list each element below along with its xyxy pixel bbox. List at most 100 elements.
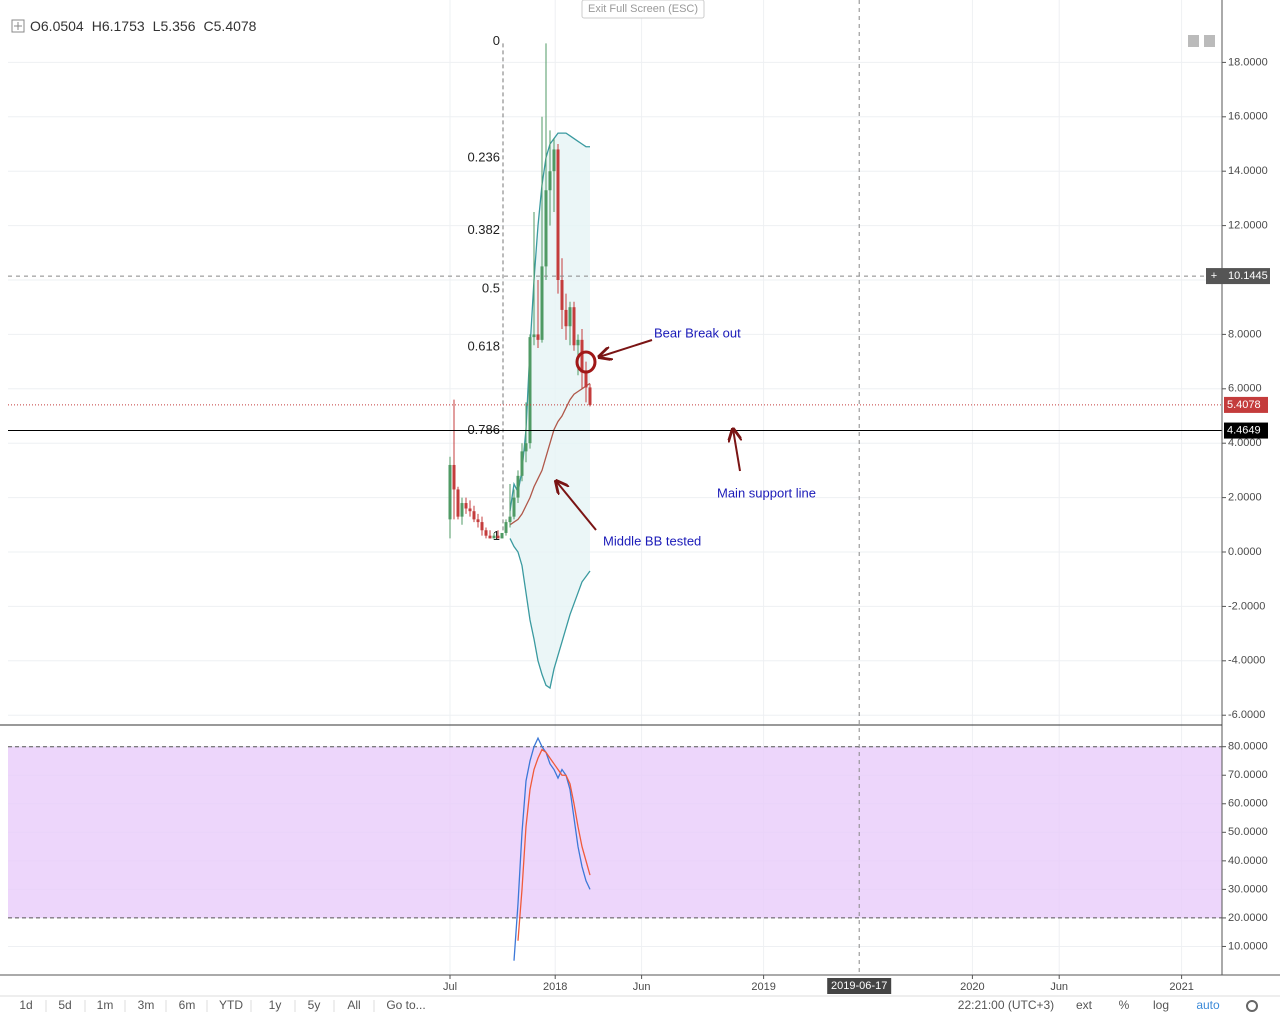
- range-button[interactable]: 1y: [269, 998, 282, 1012]
- candle-body: [540, 266, 544, 340]
- series-line: [509, 382, 591, 526]
- y-tick-label: 70.0000: [1228, 769, 1268, 781]
- candle-body: [468, 508, 472, 512]
- candle-body: [544, 190, 548, 267]
- candle-body: [500, 532, 504, 539]
- y-tick-label: 30.0000: [1228, 883, 1268, 895]
- ohlc-label: C: [204, 18, 214, 34]
- fib-label: 0.618: [467, 339, 500, 354]
- x-tick-label: 2021: [1169, 981, 1193, 993]
- candle-body: [456, 489, 460, 517]
- fib-label: 0: [493, 33, 500, 48]
- candle-body: [480, 522, 484, 531]
- series-line: [517, 748, 591, 941]
- series-line: [509, 538, 591, 690]
- crosshair-x-label: 2019-06-17: [831, 980, 887, 992]
- exit-fullscreen-label: Exit Full Screen (ESC): [588, 3, 698, 15]
- y-tick-label: 50.0000: [1228, 826, 1268, 838]
- ohlc-value: 6.0504: [41, 18, 84, 34]
- y-tick-label: 16.0000: [1228, 111, 1268, 123]
- y-tick-label: 12.0000: [1228, 220, 1268, 232]
- range-button[interactable]: 1m: [97, 998, 114, 1012]
- fib-label: 0.786: [467, 422, 500, 437]
- y-tick-label: -6.0000: [1228, 709, 1265, 721]
- candle-body: [488, 535, 492, 539]
- fib-label: 0.382: [467, 222, 500, 237]
- crosshair-x-box: [827, 978, 892, 994]
- crosshair-label: 10.1445: [1228, 270, 1268, 282]
- series-line: [513, 736, 591, 961]
- price-label: 4.4649: [1227, 424, 1261, 436]
- collapse-icon[interactable]: [11, 19, 25, 33]
- range-button[interactable]: All: [347, 998, 360, 1012]
- candle-body: [520, 451, 524, 476]
- candle-body: [556, 149, 560, 281]
- candle-body: [452, 464, 456, 490]
- candle-body: [560, 280, 564, 310]
- candle-body: [576, 339, 580, 346]
- x-tick-label: Jul: [443, 981, 457, 993]
- option-button[interactable]: log: [1153, 998, 1169, 1012]
- scroll-icon[interactable]: [1204, 35, 1215, 47]
- price-label: 5.4078: [1227, 399, 1261, 411]
- arrow: [599, 339, 653, 357]
- x-tick-label: Jun: [1050, 981, 1068, 993]
- candle-body: [580, 339, 584, 373]
- y-tick-label: -2.0000: [1228, 600, 1265, 612]
- y-tick-label: 8.0000: [1228, 328, 1262, 340]
- ohlc-label: H: [92, 18, 102, 34]
- y-tick-label: -4.0000: [1228, 655, 1265, 667]
- range-button[interactable]: 6m: [179, 998, 196, 1012]
- annotation: Middle BB tested: [603, 533, 701, 548]
- candle-body: [528, 337, 532, 444]
- clock: 22:21:00 (UTC+3): [958, 998, 1054, 1012]
- y-tick-label: 10.0000: [1228, 940, 1268, 952]
- candle-body: [572, 307, 576, 346]
- y-tick-label: 4.0000: [1228, 437, 1262, 449]
- ohlc-value: 5.4078: [214, 18, 257, 34]
- candle-body: [564, 309, 568, 327]
- candle-body: [460, 503, 464, 517]
- x-tick-label: 2019: [751, 981, 775, 993]
- plot-layer: 18.000016.000014.000012.000010.00008.000…: [8, 0, 1270, 994]
- y-tick-label: 2.0000: [1228, 492, 1262, 504]
- candle-body: [588, 387, 592, 405]
- range-button[interactable]: 5y: [308, 998, 321, 1012]
- option-button[interactable]: %: [1119, 998, 1130, 1012]
- range-button[interactable]: 3m: [138, 998, 155, 1012]
- candle-body: [552, 149, 556, 172]
- candle-body: [476, 519, 480, 523]
- candle-body: [492, 535, 496, 539]
- annotation: Bear Break out: [654, 325, 741, 340]
- range-button[interactable]: Go to...: [386, 998, 425, 1012]
- candle-body: [508, 516, 512, 523]
- annotation: Main support line: [717, 485, 816, 500]
- toolbar-items: 1d 5d 1m 3m 6m YTD 1y 5y All Go to... 22:21:00 (UT…: [19, 998, 1258, 1012]
- y-tick-label: 40.0000: [1228, 855, 1268, 867]
- arrow: [556, 481, 597, 531]
- exit-fullscreen-button[interactable]: [581, 0, 705, 19]
- fib-label: 0.236: [467, 150, 500, 165]
- candle-body: [464, 503, 468, 509]
- scroll-icon[interactable]: [1188, 35, 1199, 47]
- y-tick-label: 14.0000: [1228, 165, 1268, 177]
- settings-icon[interactable]: [1246, 1000, 1258, 1012]
- option-button[interactable]: ext: [1076, 998, 1093, 1012]
- candle-body: [516, 475, 520, 498]
- x-tick-label: Jun: [633, 981, 651, 993]
- y-tick-label: 18.0000: [1228, 56, 1268, 68]
- y-tick-label: 20.0000: [1228, 912, 1268, 924]
- range-button[interactable]: YTD: [219, 998, 243, 1012]
- fib-label: 1: [493, 528, 500, 543]
- range-button[interactable]: 5d: [58, 998, 71, 1012]
- range-button[interactable]: 1d: [19, 998, 32, 1012]
- price-label-box: [1224, 422, 1268, 439]
- arrow: [733, 429, 740, 472]
- y-tick-label: 80.0000: [1228, 741, 1268, 753]
- option-button[interactable]: auto: [1196, 998, 1220, 1012]
- ohlc-header: O6.0504 H6.1753 L5.356 C5.4078: [30, 18, 257, 34]
- candle-body: [532, 334, 536, 338]
